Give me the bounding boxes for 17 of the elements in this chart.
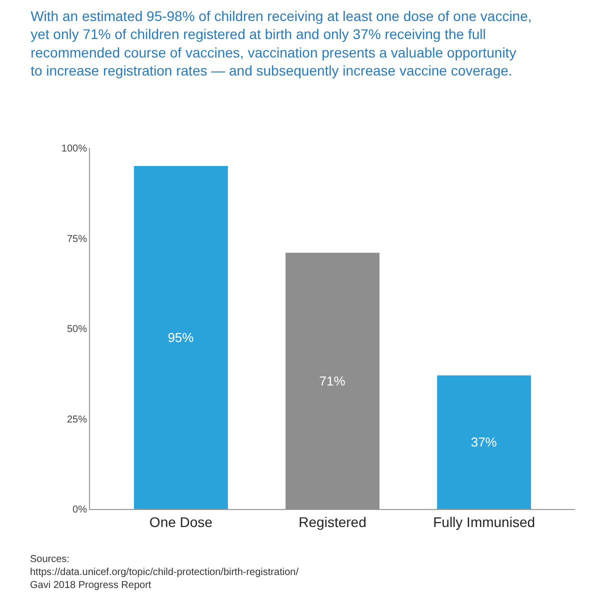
x-tick-label: Fully Immunised [433,514,536,530]
bar [437,375,532,509]
data-label: 37% [470,434,498,450]
y-tick-label: 0% [72,504,88,516]
y-tick-label: 100% [61,144,88,154]
chart-title: With an estimated 95-98% of children receiving at least one dose of one vaccine, yet only 71% of children registered at birth and only 37% receiving the full recommended course of vaccines, vaccination presents a valuable opportunity to increase registration rates — and subsequently increase vaccine coverage. [30,8,532,79]
x-tick-label: One Dose [149,514,213,530]
x-tick-label: Registered [298,514,366,530]
text: https://data.unicef.org/topic/child-protection/birth-registration/ [30,567,299,578]
data-label: 71% [319,373,346,388]
y-tick-label: 25% [66,414,88,426]
text: Gavi 2018 Progress Report [30,580,152,591]
bar [134,166,228,509]
y-tick-label: 75% [66,234,88,245]
data-label: 95% [168,330,194,346]
source-note: Sources: [30,554,70,565]
y-tick-label: 50% [66,324,88,335]
